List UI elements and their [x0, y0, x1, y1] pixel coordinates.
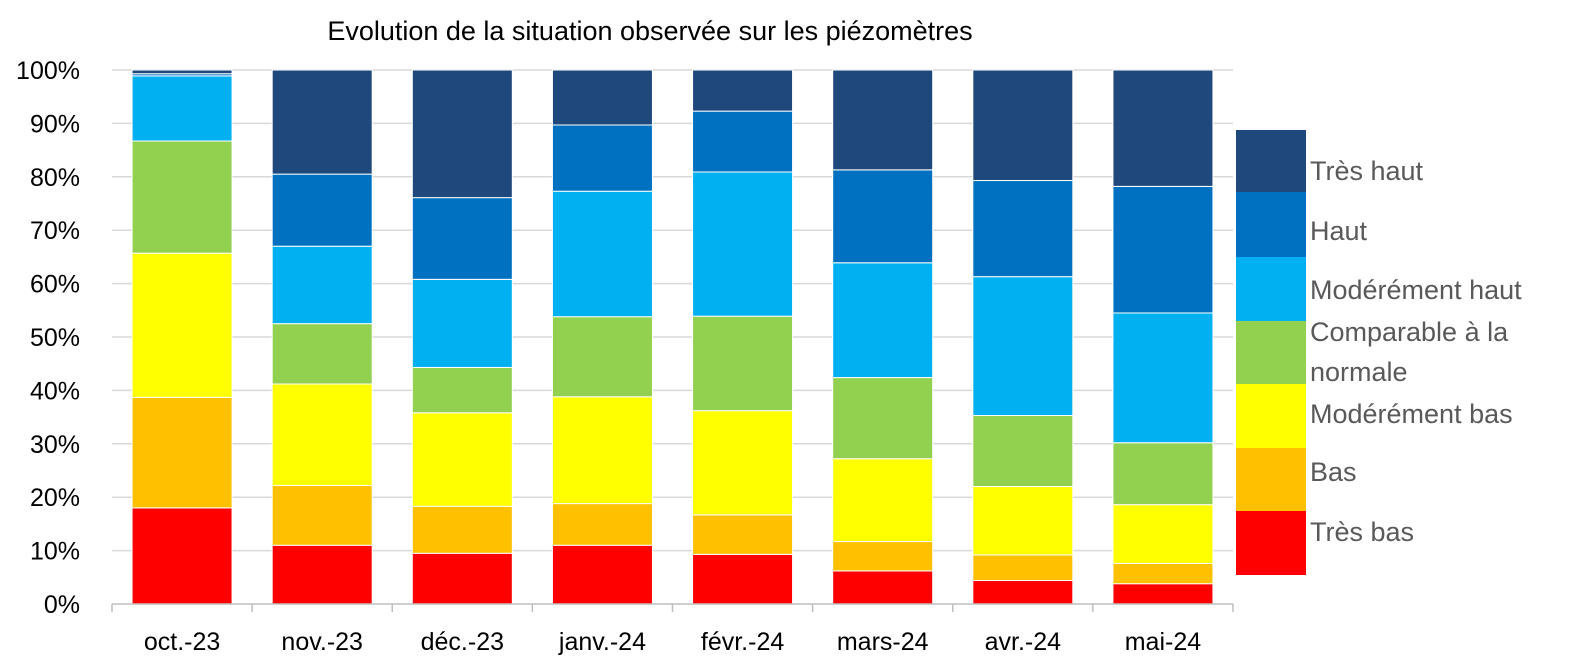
bar-segment: [692, 110, 794, 173]
bar-segment: [1112, 583, 1214, 605]
bar-segment: [832, 570, 934, 605]
bar-segment: [972, 276, 1074, 416]
bar-segment: [832, 458, 934, 543]
legend-swatch: [1236, 130, 1306, 192]
bar-segment: [131, 252, 233, 398]
y-tick-label: 100%: [16, 57, 80, 85]
y-tick-label: 60%: [30, 271, 80, 299]
bar-segment: [551, 396, 653, 505]
bar-segment: [131, 396, 233, 509]
legend-swatch: [1236, 257, 1306, 321]
x-axis: [111, 603, 1234, 612]
bar-segment: [972, 180, 1074, 278]
y-tick-label: 20%: [30, 484, 80, 512]
bar-segment: [551, 69, 653, 126]
x-tick-label: oct.-23: [144, 628, 220, 656]
bar-segment: [411, 197, 513, 280]
legend-label: Modérément bas: [1310, 399, 1513, 429]
bar-segment: [832, 262, 934, 379]
y-tick-label: 0%: [44, 591, 80, 619]
x-tick-label: janv.-24: [558, 628, 646, 656]
bar-segment: [131, 140, 233, 254]
bar-segment: [271, 69, 373, 175]
x-tick-label: nov.-23: [281, 628, 363, 656]
bar-segment: [692, 514, 794, 555]
legend-label: Bas: [1310, 457, 1357, 487]
legend-label: Comparable à la: [1310, 317, 1509, 347]
legend-label: Très haut: [1310, 156, 1424, 186]
bar-segment: [411, 412, 513, 507]
y-tick-label: 50%: [30, 324, 80, 352]
bar-segment: [692, 171, 794, 317]
bar-segment: [832, 169, 934, 264]
legend-label: normale: [1310, 357, 1408, 387]
bar-segment: [551, 124, 653, 192]
bar-segment: [832, 541, 934, 572]
bar-segment: [271, 323, 373, 385]
legend: Très haut Haut Modérément haut Comparable à…: [1236, 130, 1522, 575]
legend-label: Haut: [1310, 216, 1368, 246]
y-tick-label: 90%: [30, 110, 80, 138]
bar-segment: [1112, 504, 1214, 564]
bar-segment: [972, 486, 1074, 556]
bar-segment: [1112, 69, 1214, 187]
bar-segment: [551, 190, 653, 318]
legend-label: Modérément haut: [1310, 275, 1522, 305]
bar-segment: [551, 503, 653, 546]
x-tick-label: févr.-24: [701, 628, 784, 656]
bar-segment: [1112, 312, 1214, 444]
chart-title: Evolution de la situation observée sur l…: [327, 16, 972, 46]
bar-segment: [1112, 185, 1214, 314]
legend-swatch: [1236, 511, 1306, 575]
bar-segment: [692, 315, 794, 412]
bar-segment: [972, 580, 1074, 605]
bar-segment: [972, 69, 1074, 182]
bar-segment: [271, 173, 373, 247]
bar-segment: [131, 507, 233, 605]
legend-swatch: [1236, 384, 1306, 448]
bar-segment: [131, 75, 233, 142]
x-axis-tick-labels: oct.-23 nov.-23 déc.-23 janv.-24 févr.-24 mar…: [144, 628, 1201, 656]
x-tick-label: mai-24: [1125, 628, 1202, 656]
y-tick-label: 70%: [30, 217, 80, 245]
legend-label: Très bas: [1310, 517, 1414, 547]
y-tick-label: 80%: [30, 164, 80, 192]
bar-segment: [972, 554, 1074, 582]
bar-segment: [832, 377, 934, 460]
x-tick-label: mars-24: [837, 628, 929, 656]
bar-segment: [551, 544, 653, 605]
stacked-bars: [131, 69, 1214, 605]
y-tick-label: 40%: [30, 377, 80, 405]
legend-swatch: [1236, 321, 1306, 384]
bar-segment: [271, 544, 373, 605]
bar-segment: [411, 278, 513, 368]
bar-segment: [972, 414, 1074, 488]
x-tick-label: déc.-23: [421, 628, 504, 656]
bar-segment: [411, 552, 513, 605]
bar-segment: [271, 383, 373, 486]
bar-segment: [1112, 562, 1214, 585]
legend-swatch: [1236, 448, 1306, 511]
bar-segment: [411, 69, 513, 199]
bar-segment: [271, 245, 373, 325]
bar-segment: [411, 366, 513, 414]
bar-segment: [551, 316, 653, 398]
y-axis-tick-labels: 0% 10% 20% 30% 40% 50% 60% 70% 80% 90% 100%: [16, 57, 80, 619]
y-tick-label: 30%: [30, 431, 80, 459]
bar-segment: [271, 484, 373, 546]
bar-segment: [692, 69, 794, 112]
bar-segment: [131, 69, 233, 75]
legend-swatch: [1236, 192, 1306, 257]
bar-segment: [692, 553, 794, 605]
x-tick-label: avr.-24: [985, 628, 1062, 656]
bar-segment: [1112, 442, 1214, 506]
bar-segment: [692, 410, 794, 516]
bar-segment: [832, 69, 934, 171]
bar-segment: [411, 505, 513, 554]
y-tick-label: 10%: [30, 538, 80, 566]
